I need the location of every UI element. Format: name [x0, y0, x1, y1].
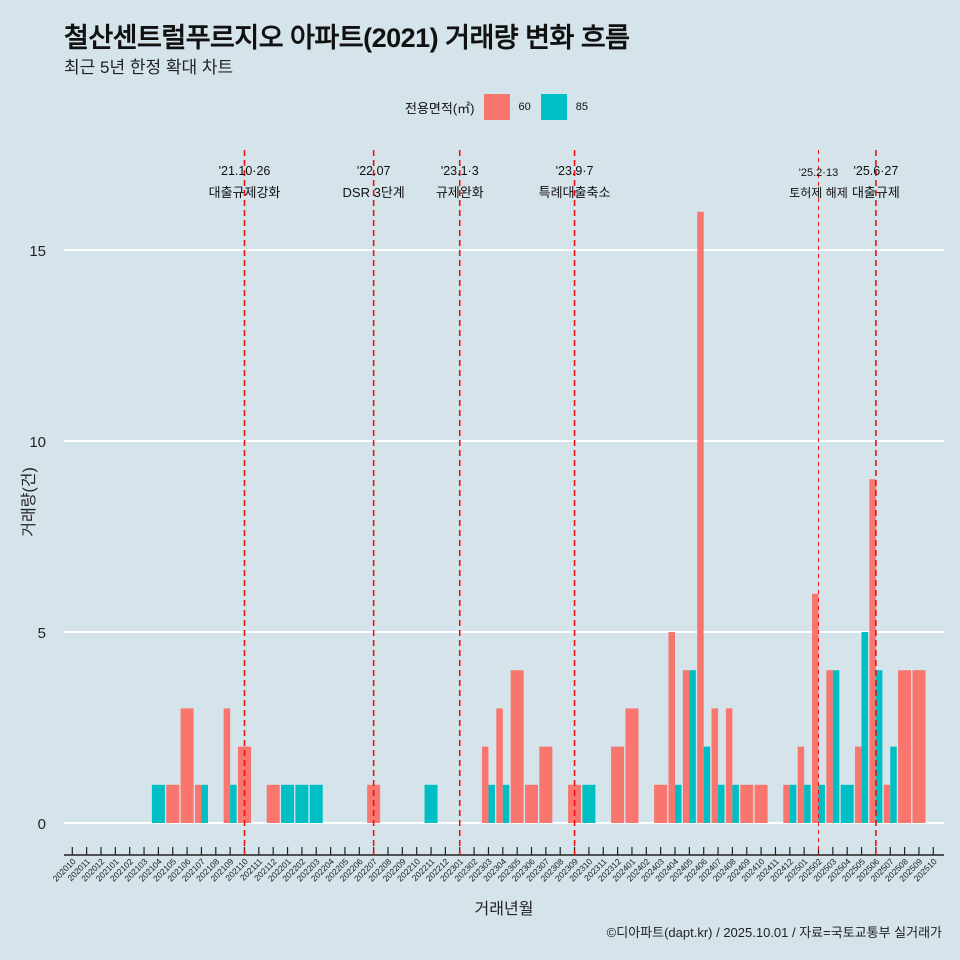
bar-85-202104: [151, 784, 165, 823]
bar-60-202508: [898, 670, 912, 823]
y-axis-title: 거래량(건): [20, 467, 38, 537]
legend-title: 전용면적(㎡): [405, 100, 475, 116]
annotation-date: '23.9·7: [556, 164, 594, 178]
x-axis-title: 거래년월: [475, 900, 534, 918]
bar-85-202501: [804, 784, 811, 823]
bar-60-202409: [740, 784, 754, 823]
bar-85-202506: [875, 670, 883, 823]
bar-60-202509: [912, 670, 926, 823]
bar-60-202410: [754, 784, 768, 823]
bar-60-202306: [525, 784, 538, 823]
bar-60-202507: [883, 784, 891, 823]
bar-60-202506: [869, 479, 876, 823]
bar-60-202501: [797, 746, 805, 823]
annotation-date: '25.2·13: [799, 167, 838, 179]
bar-60-202503: [826, 670, 833, 823]
bar-60-202312: [611, 746, 625, 823]
annotation-date: '22.07: [357, 164, 391, 178]
annotation-label: 규제완화: [436, 185, 484, 200]
legend-key-85: [540, 94, 567, 120]
bar-60-202502: [812, 593, 819, 823]
bar-85-202406: [703, 746, 711, 823]
bar-85-202304: [502, 784, 510, 823]
legend: 전용면적(㎡) 60 85: [405, 93, 598, 121]
bar-85-202310: [582, 784, 596, 823]
bar-85-202408: [732, 784, 739, 823]
bar-60-202505: [855, 746, 862, 823]
bar-60-202112: [266, 784, 280, 823]
bar-85-202107: [201, 784, 208, 823]
annotation-label: 특례대출축소: [539, 185, 611, 200]
y-tick-label: 10: [29, 434, 46, 451]
bar-60-202106: [180, 708, 194, 823]
bar-85-202404: [675, 784, 682, 823]
y-tick-label: 0: [38, 816, 46, 833]
annotation-label: 대출규제강화: [209, 185, 281, 200]
annotation-label: 토허제 해제: [789, 186, 848, 200]
annotation-date: '25.6·27: [854, 164, 899, 178]
bar-60-202403: [654, 784, 668, 823]
bar-85-202503: [832, 670, 840, 823]
bar-60-202407: [711, 708, 719, 823]
bar-85-202502: [818, 784, 825, 823]
annotation-date: '21.10·26: [219, 164, 271, 178]
bar-60-202401: [625, 708, 639, 823]
bar-85-202507: [890, 746, 897, 823]
bar-85-202202: [295, 784, 309, 823]
bar-85-202412: [789, 784, 797, 823]
bar-60-202404: [668, 632, 675, 823]
bar-60-202303: [481, 746, 489, 823]
bar-85-202109: [230, 784, 237, 823]
annotation-date: '23.1·3: [441, 164, 479, 178]
bar-85-202203: [309, 784, 323, 823]
annotation-label: 대출규제: [852, 185, 900, 200]
bar-60-202109: [223, 708, 231, 823]
y-tick-label: 15: [29, 243, 46, 260]
bar-60-202107: [194, 784, 202, 823]
annotation-label: DSR 3단계: [343, 185, 405, 200]
bar-60-202105: [166, 784, 180, 823]
bar-85-202303: [488, 784, 495, 823]
bar-85-202407: [718, 784, 725, 823]
bar-60-202304: [496, 708, 503, 823]
bar-60-202406: [697, 211, 704, 824]
bar-85-202201: [281, 784, 295, 823]
bar-60-202408: [725, 708, 733, 823]
bar-60-202305: [510, 670, 524, 823]
bar-60-202412: [783, 784, 790, 823]
bar-85-202405: [689, 670, 696, 823]
legend-key-60: [483, 94, 510, 120]
chart-title: 철산센트럴푸르지오 아파트(2021) 거래량 변화 흐름: [64, 23, 630, 53]
chart-subtitle: 최근 5년 한정 확대 차트: [64, 58, 234, 77]
legend-label-85: 85: [575, 101, 588, 113]
y-tick-label: 5: [38, 625, 46, 642]
legend-label-60: 60: [518, 101, 531, 113]
bar-85-202211: [424, 784, 438, 823]
bar-85-202504: [840, 784, 854, 823]
bar-60-202307: [539, 746, 553, 823]
bar-60-202405: [682, 670, 690, 823]
source-caption: ©디아파트(dapt.kr) / 2025.10.01 / 자료=국토교통부 실…: [606, 925, 942, 940]
bar-85-202505: [861, 632, 869, 823]
